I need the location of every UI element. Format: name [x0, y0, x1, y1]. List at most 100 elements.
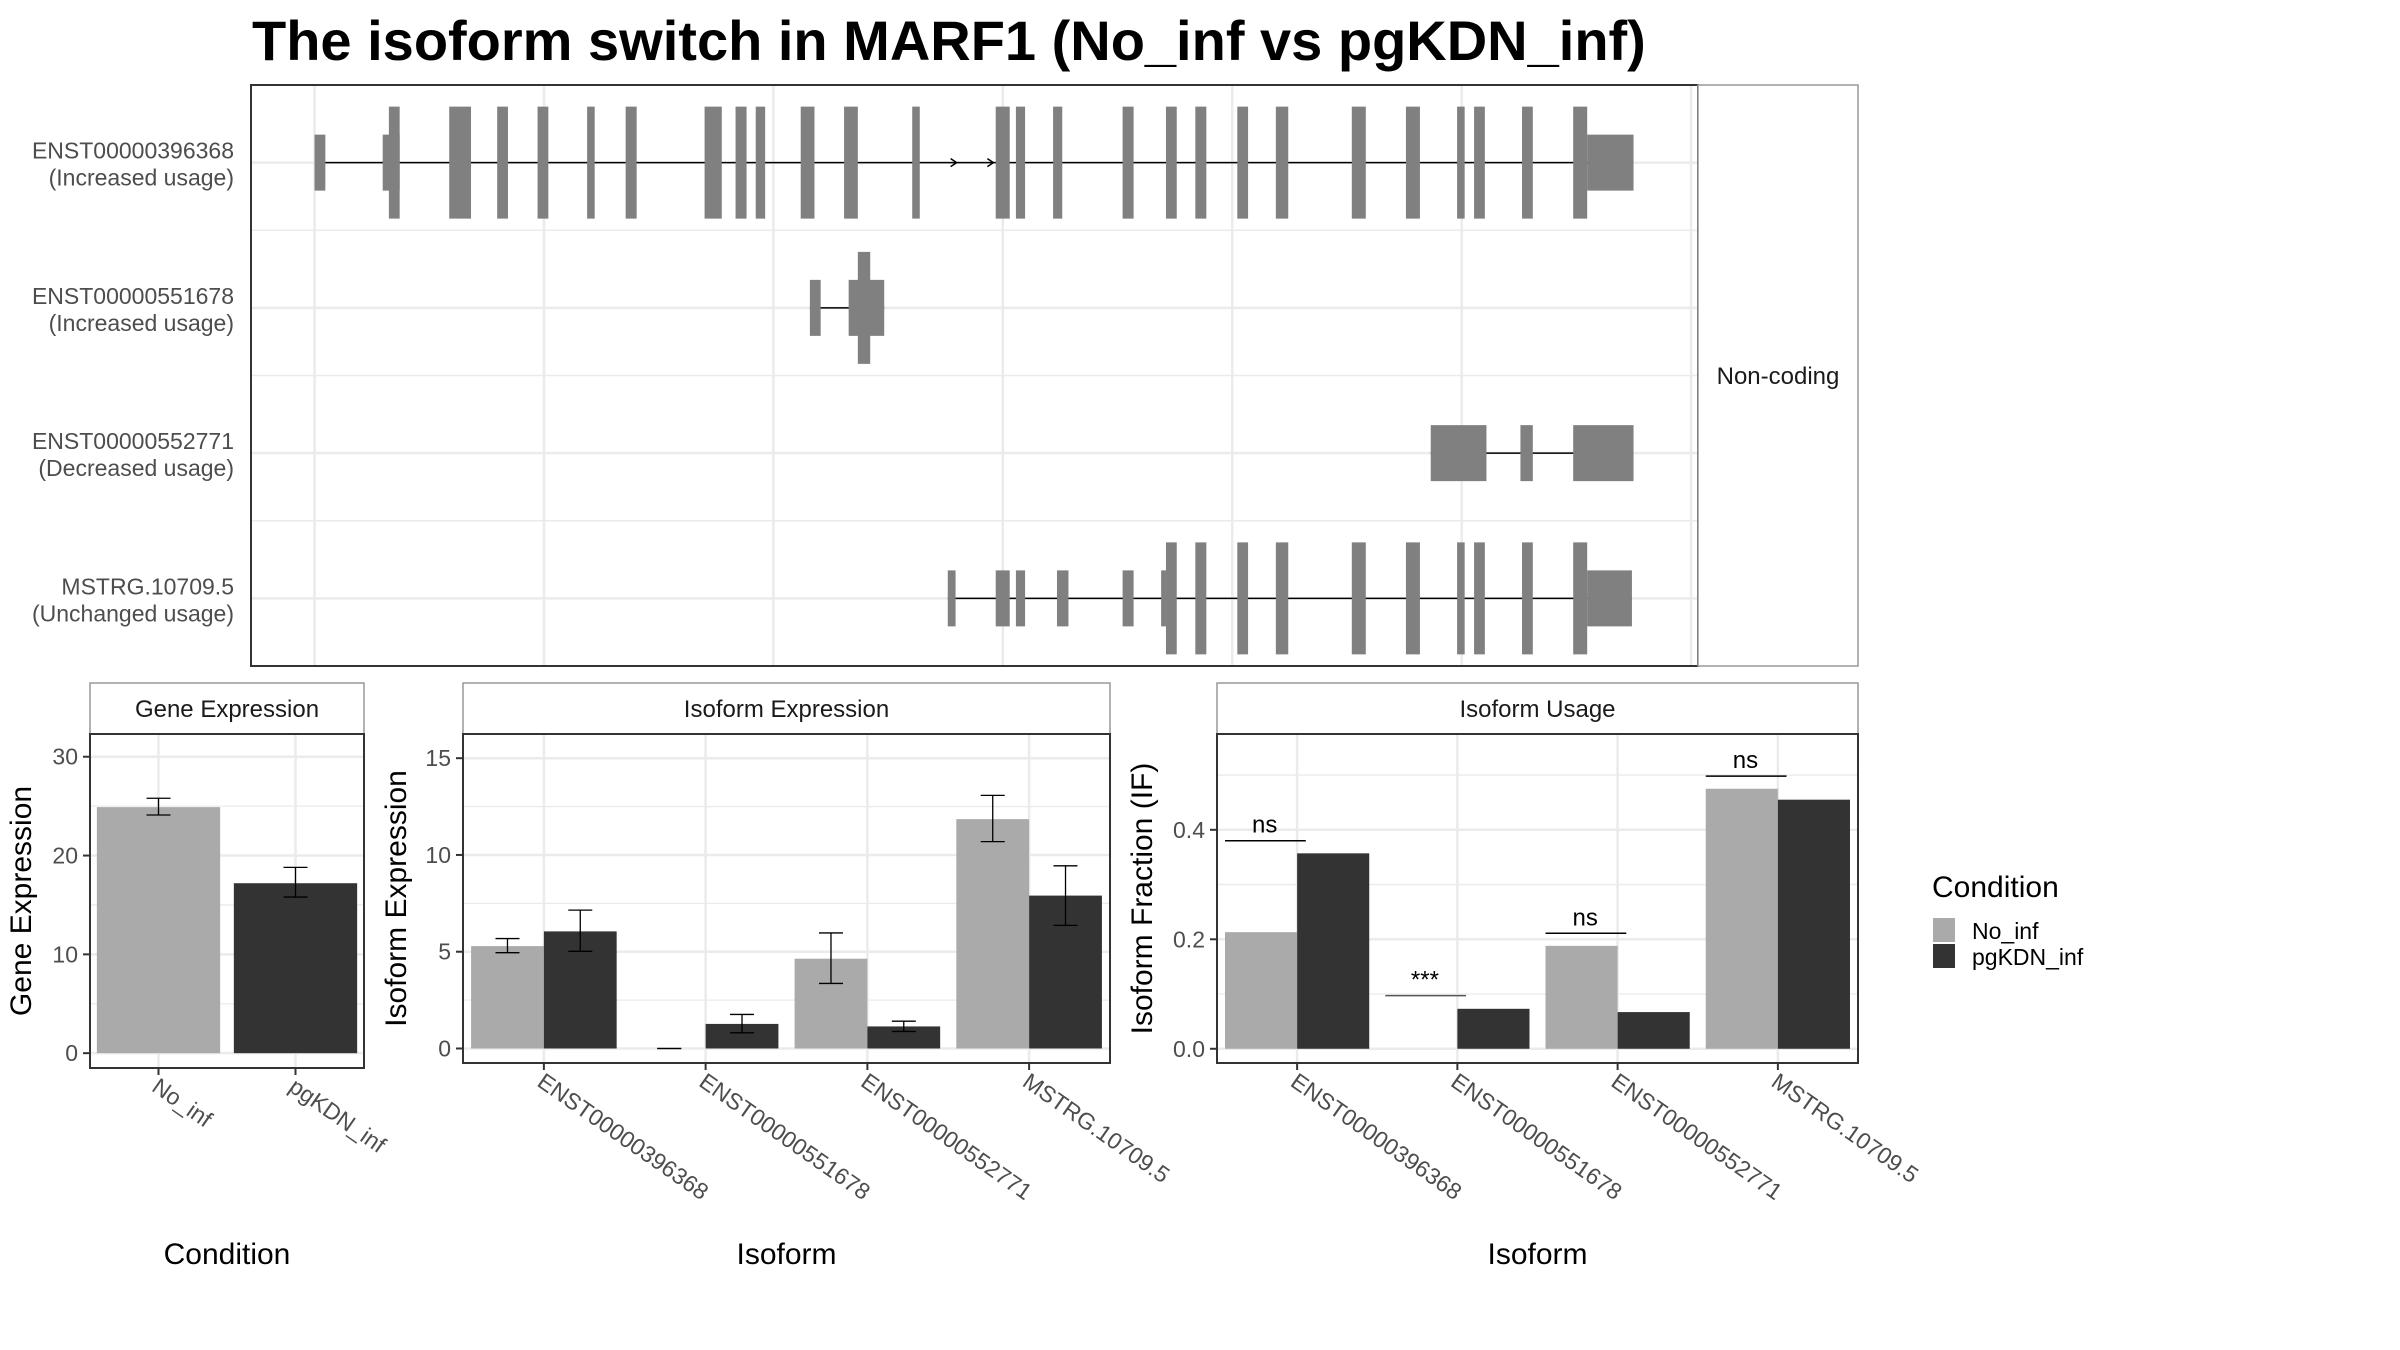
x-tick-label: MSTRG.10709.5 — [1767, 1068, 1923, 1188]
strand-arrow-icon — [986, 158, 995, 168]
coding-exon — [1165, 542, 1177, 655]
bar-no-inf — [1545, 945, 1618, 1049]
utr-exon — [995, 570, 1010, 627]
x-tick-label: ENST00000396368 — [1286, 1068, 1466, 1205]
coding-exon — [1457, 106, 1465, 219]
transcript-usage-label: (Unchanged usage) — [32, 600, 234, 626]
coding-exon — [1573, 542, 1588, 655]
error-bar — [891, 1020, 916, 1033]
coding-exon — [1195, 542, 1207, 655]
bar-pgkdn-inf — [1457, 1008, 1530, 1049]
legend-swatch-pgkdn-inf — [1933, 944, 1955, 968]
error-bar — [283, 866, 308, 898]
coding-exon — [857, 251, 871, 364]
transcript-model-mstrg.10709.5 — [947, 542, 1632, 655]
y-tick-label: 30 — [52, 744, 78, 770]
transcript-model-enst00000396368 — [314, 106, 1634, 219]
transcript-usage-label: (Increased usage) — [49, 165, 234, 191]
x-axis-title: Isoform — [736, 1238, 836, 1271]
coding-exon — [537, 106, 549, 219]
coding-exon — [587, 106, 595, 219]
bar-pgkdn-inf — [1777, 799, 1850, 1049]
utr-exon — [1587, 570, 1632, 627]
bar-pgkdn-inf — [867, 1026, 941, 1049]
x-tick-label: No_inf — [148, 1073, 218, 1133]
bar-no-inf — [471, 946, 544, 1049]
x-tick-label: ENST00000551678 — [1447, 1068, 1627, 1205]
y-tick-label: 0.2 — [1173, 926, 1205, 952]
utr-exon — [809, 279, 821, 336]
x-axis-title: Isoform — [1487, 1238, 1587, 1271]
coding-exon — [1405, 106, 1420, 219]
transcript-id-label: ENST00000552771 — [32, 428, 234, 454]
y-tick-label: 5 — [438, 939, 451, 965]
coding-exon — [1474, 106, 1485, 219]
legend-swatch-no-inf — [1933, 918, 1955, 942]
transcript-usage-label: (Decreased usage) — [38, 455, 234, 481]
y-axis-title: Isoform Fraction (IF) — [1126, 763, 1159, 1035]
figure-title: The isoform switch in MARF1 (No_inf vs p… — [252, 9, 1646, 72]
utr-exon — [1122, 570, 1134, 627]
coding-exon — [912, 106, 920, 219]
bar-no-inf — [1705, 788, 1778, 1049]
coding-exon — [1237, 106, 1249, 219]
coding-exon — [1195, 106, 1207, 219]
significance-label: ns — [1733, 747, 1758, 774]
panel-strip-label: Isoform Usage — [1459, 696, 1615, 723]
y-tick-label: 0.0 — [1173, 1036, 1205, 1062]
y-tick-label: 0 — [438, 1035, 451, 1061]
utr-exon — [314, 134, 326, 191]
error-bar — [495, 937, 520, 954]
panel-strip-label: Isoform Expression — [684, 696, 889, 723]
coding-exon — [1351, 542, 1366, 655]
coding-exon — [755, 106, 766, 219]
coding-exon — [497, 106, 508, 219]
utr-exon — [1015, 570, 1026, 627]
utr-exon — [1430, 425, 1487, 482]
utr-exon — [1056, 570, 1069, 627]
panel-border — [1216, 733, 1859, 1064]
coding-exon — [1275, 106, 1289, 219]
transcript-id-label: MSTRG.10709.5 — [61, 573, 234, 599]
coding-exon — [844, 106, 858, 219]
coding-exon — [1275, 542, 1289, 655]
y-tick-label: 15 — [425, 745, 451, 771]
x-tick-label: MSTRG.10709.5 — [1018, 1068, 1174, 1188]
panel-strip-label: Gene Expression — [135, 696, 319, 723]
coding-exon — [1457, 542, 1465, 655]
coding-exon — [625, 106, 637, 219]
transcript-structure-panel: Non-coding ENST00000396368(Increased usa… — [32, 84, 1859, 667]
y-tick-label: 0 — [65, 1040, 78, 1066]
bar-pgkdn-inf — [1617, 1012, 1690, 1049]
panel-border — [89, 733, 365, 1069]
gene-expression-panel: Gene Expression 0 10 20 30 No_inf pgKDN_inf Con… — [5, 682, 391, 1271]
error-bar — [730, 1013, 755, 1034]
coding-exon — [1573, 106, 1588, 219]
transcript-id-label: ENST00000551678 — [32, 283, 234, 309]
isoform-expression-panel: Isoform Expression051015ENST00000396368E… — [380, 682, 1175, 1271]
panel-strip — [462, 682, 1111, 735]
condition-legend: Condition No_inf pgKDN_inf — [1932, 871, 2084, 970]
coding-exon — [1165, 106, 1177, 219]
x-tick-label: ENST00000551678 — [695, 1068, 875, 1205]
significance-label: ns — [1252, 812, 1277, 839]
coding-exon — [1522, 106, 1533, 219]
coding-exon — [735, 106, 747, 219]
legend-title: Condition — [1932, 871, 2059, 904]
coding-exon — [449, 106, 472, 219]
transcript-id-label: ENST00000396368 — [32, 138, 234, 164]
error-bar — [818, 932, 843, 985]
noncoding-strip-label: Non-coding — [1717, 363, 1840, 390]
coding-exon — [1474, 542, 1485, 655]
panel-border — [462, 733, 1111, 1064]
isoform-usage-panel: Isoform Usage ns *** ns ns 0.0 0.2 0.4 ENST00000… — [1126, 682, 1923, 1271]
coding-exon — [800, 106, 815, 219]
x-tick-label: ENST00000396368 — [533, 1068, 713, 1205]
noncoding-strip — [1697, 84, 1859, 667]
utr-exon — [1520, 425, 1533, 482]
bar-pgkdn-inf — [233, 883, 358, 1054]
coding-exon — [1015, 106, 1026, 219]
y-axis-title: Gene Expression — [5, 786, 38, 1016]
utr-exon — [1161, 570, 1166, 627]
error-bar — [980, 794, 1005, 843]
